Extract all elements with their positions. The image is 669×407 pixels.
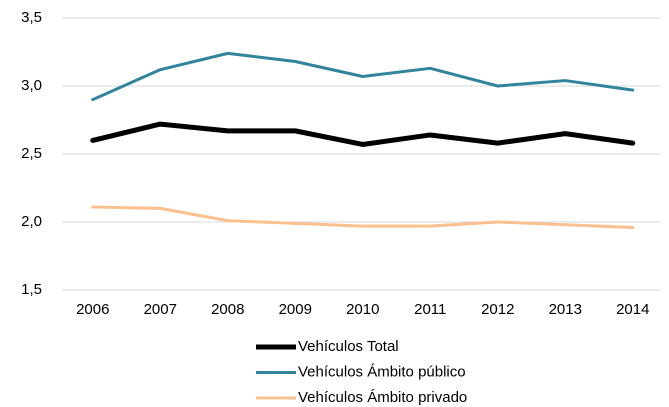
x-tick-label: 2006 bbox=[76, 301, 109, 318]
series-line bbox=[90, 121, 636, 147]
y-tick-label: 2,0 bbox=[21, 213, 42, 230]
x-tick-label: 2012 bbox=[481, 301, 514, 318]
y-tick-label: 3,0 bbox=[21, 77, 42, 94]
y-tick-label: 1,5 bbox=[21, 281, 42, 298]
x-tick-label: 2008 bbox=[211, 301, 244, 318]
y-tick-label: 2,5 bbox=[21, 145, 42, 162]
series-line bbox=[91, 51, 635, 102]
x-tick-label: 2014 bbox=[616, 301, 649, 318]
legend-label: Vehículos Ámbito privado bbox=[298, 389, 467, 406]
x-tick-label: 2009 bbox=[279, 301, 312, 318]
series-line bbox=[91, 205, 635, 229]
x-tick-label: 2011 bbox=[414, 301, 446, 318]
legend-label: Vehículos Total bbox=[298, 338, 399, 355]
x-tick-label: 2010 bbox=[346, 301, 379, 318]
y-tick-label: 3,5 bbox=[21, 9, 42, 26]
x-tick-label: 2007 bbox=[144, 301, 177, 318]
legend-label: Vehículos Ámbito público bbox=[298, 363, 466, 380]
x-tick-label: 2013 bbox=[549, 301, 582, 318]
